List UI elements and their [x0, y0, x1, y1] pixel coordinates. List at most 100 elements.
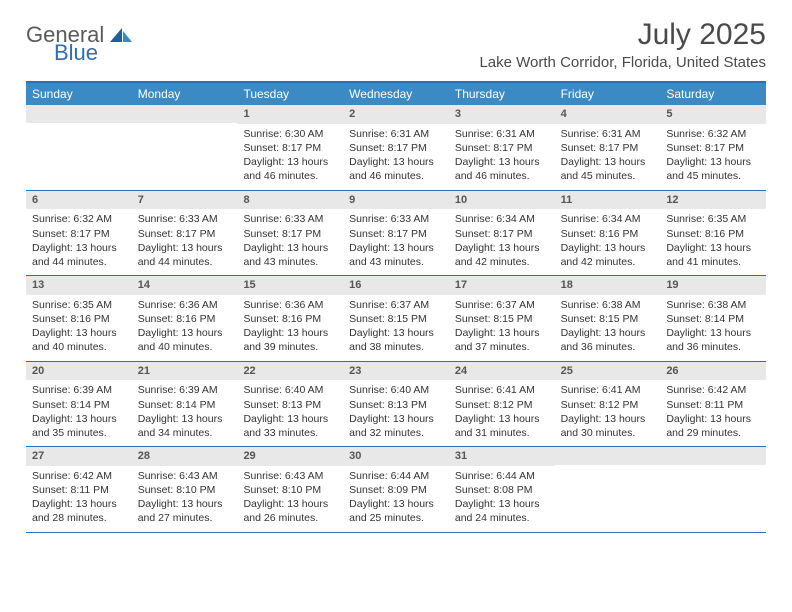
sunset-text: Sunset: 8:17 PM [243, 141, 337, 155]
day-cell: 26Sunrise: 6:42 AMSunset: 8:11 PMDayligh… [660, 362, 766, 447]
week-row: 27Sunrise: 6:42 AMSunset: 8:11 PMDayligh… [26, 447, 766, 533]
sunrise-text: Sunrise: 6:32 AM [32, 212, 126, 226]
daylight-text: Daylight: 13 hours and 41 minutes. [666, 241, 760, 269]
daylight-text: Daylight: 13 hours and 30 minutes. [561, 412, 655, 440]
daylight-text: Daylight: 13 hours and 44 minutes. [138, 241, 232, 269]
sunrise-text: Sunrise: 6:40 AM [349, 383, 443, 397]
day-cell: 20Sunrise: 6:39 AMSunset: 8:14 PMDayligh… [26, 362, 132, 447]
day-number: 1 [237, 105, 343, 124]
daylight-text: Daylight: 13 hours and 46 minutes. [243, 155, 337, 183]
daylight-text: Daylight: 13 hours and 40 minutes. [32, 326, 126, 354]
sunset-text: Sunset: 8:12 PM [455, 398, 549, 412]
day-body: Sunrise: 6:31 AMSunset: 8:17 PMDaylight:… [449, 124, 555, 190]
day-cell: 31Sunrise: 6:44 AMSunset: 8:08 PMDayligh… [449, 447, 555, 532]
day-cell: 17Sunrise: 6:37 AMSunset: 8:15 PMDayligh… [449, 276, 555, 361]
day-body: Sunrise: 6:33 AMSunset: 8:17 PMDaylight:… [237, 209, 343, 275]
sunrise-text: Sunrise: 6:34 AM [561, 212, 655, 226]
day-cell: 15Sunrise: 6:36 AMSunset: 8:16 PMDayligh… [237, 276, 343, 361]
sunset-text: Sunset: 8:13 PM [243, 398, 337, 412]
daylight-text: Daylight: 13 hours and 27 minutes. [138, 497, 232, 525]
sunset-text: Sunset: 8:17 PM [243, 227, 337, 241]
day-number: 25 [555, 362, 661, 381]
sunrise-text: Sunrise: 6:38 AM [561, 298, 655, 312]
daylight-text: Daylight: 13 hours and 46 minutes. [349, 155, 443, 183]
sunset-text: Sunset: 8:10 PM [138, 483, 232, 497]
day-cell: 7Sunrise: 6:33 AMSunset: 8:17 PMDaylight… [132, 191, 238, 276]
day-number: 22 [237, 362, 343, 381]
sunset-text: Sunset: 8:12 PM [561, 398, 655, 412]
daylight-text: Daylight: 13 hours and 43 minutes. [349, 241, 443, 269]
day-cell: 24 Sunrise: 6:41 AMSunset: 8:12 PMDayligh… [449, 362, 555, 447]
daylight-text: Daylight: 13 hours and 36 minutes. [561, 326, 655, 354]
sunset-text: Sunset: 8:14 PM [138, 398, 232, 412]
sunrise-text: Sunrise: 6:35 AM [32, 298, 126, 312]
day-body: Sunrise: 6:36 AMSunset: 8:16 PMDaylight:… [132, 295, 238, 361]
sunrise-text: Sunrise: 6:35 AM [666, 212, 760, 226]
day-body: Sunrise: 6:39 AMSunset: 8:14 PMDaylight:… [26, 380, 132, 446]
sunrise-text: Sunrise: 6:37 AM [349, 298, 443, 312]
day-number [132, 105, 238, 123]
sunset-text: Sunset: 8:16 PM [138, 312, 232, 326]
weekday-header: Sunday [26, 83, 132, 105]
day-body: Sunrise: 6:34 AMSunset: 8:16 PMDaylight:… [555, 209, 661, 275]
day-body: Sunrise: 6:35 AMSunset: 8:16 PMDaylight:… [660, 209, 766, 275]
daylight-text: Daylight: 13 hours and 31 minutes. [455, 412, 549, 440]
daylight-text: Daylight: 13 hours and 38 minutes. [349, 326, 443, 354]
sunrise-text: Sunrise: 6:43 AM [138, 469, 232, 483]
day-cell: 5Sunrise: 6:32 AMSunset: 8:17 PMDaylight… [660, 105, 766, 190]
sunrise-text: Sunrise: 6:42 AM [666, 383, 760, 397]
sunset-text: Sunset: 8:14 PM [666, 312, 760, 326]
sunrise-text: Sunrise: 6:44 AM [349, 469, 443, 483]
day-body: Sunrise: 6:44 AMSunset: 8:08 PMDaylight:… [449, 466, 555, 532]
day-number [660, 447, 766, 465]
sunset-text: Sunset: 8:15 PM [455, 312, 549, 326]
sunrise-text: Sunrise: 6:43 AM [243, 469, 337, 483]
sunrise-text: Sunrise: 6:34 AM [455, 212, 549, 226]
day-number: 30 [343, 447, 449, 466]
sunset-text: Sunset: 8:17 PM [138, 227, 232, 241]
day-number: 7 [132, 191, 238, 210]
day-number: 13 [26, 276, 132, 295]
day-body: Sunrise: 6:38 AMSunset: 8:15 PMDaylight:… [555, 295, 661, 361]
day-number [26, 105, 132, 123]
day-cell: 18Sunrise: 6:38 AMSunset: 8:15 PMDayligh… [555, 276, 661, 361]
daylight-text: Daylight: 13 hours and 34 minutes. [138, 412, 232, 440]
daylight-text: Daylight: 13 hours and 28 minutes. [32, 497, 126, 525]
day-number: 24 [449, 362, 555, 381]
location-text: Lake Worth Corridor, Florida, United Sta… [479, 54, 766, 71]
day-cell [26, 105, 132, 190]
day-cell: 8Sunrise: 6:33 AMSunset: 8:17 PMDaylight… [237, 191, 343, 276]
day-number: 15 [237, 276, 343, 295]
sunset-text: Sunset: 8:11 PM [32, 483, 126, 497]
day-cell: 10Sunrise: 6:34 AMSunset: 8:17 PMDayligh… [449, 191, 555, 276]
day-cell: 13Sunrise: 6:35 AMSunset: 8:16 PMDayligh… [26, 276, 132, 361]
logo: General Blue [26, 18, 136, 48]
day-cell: 30 Sunrise: 6:44 AMSunset: 8:09 PMDayligh… [343, 447, 449, 532]
day-cell: 12Sunrise: 6:35 AMSunset: 8:16 PMDayligh… [660, 191, 766, 276]
sunrise-text: Sunrise: 6:39 AM [32, 383, 126, 397]
sunset-text: Sunset: 8:15 PM [349, 312, 443, 326]
day-cell: 27Sunrise: 6:42 AMSunset: 8:11 PMDayligh… [26, 447, 132, 532]
weekday-header: Tuesday [237, 83, 343, 105]
day-cell: 6Sunrise: 6:32 AMSunset: 8:17 PMDaylight… [26, 191, 132, 276]
daylight-text: Daylight: 13 hours and 24 minutes. [455, 497, 549, 525]
daylight-text: Daylight: 13 hours and 25 minutes. [349, 497, 443, 525]
sunrise-text: Sunrise: 6:41 AM [455, 383, 549, 397]
sunset-text: Sunset: 8:17 PM [32, 227, 126, 241]
day-number: 17 [449, 276, 555, 295]
day-number: 28 [132, 447, 238, 466]
sunrise-text: Sunrise: 6:33 AM [243, 212, 337, 226]
day-body: Sunrise: 6:42 AMSunset: 8:11 PMDaylight:… [26, 466, 132, 532]
day-cell: 3Sunrise: 6:31 AMSunset: 8:17 PMDaylight… [449, 105, 555, 190]
logo-sail-icon [108, 26, 134, 44]
day-number: 31 [449, 447, 555, 466]
day-cell [660, 447, 766, 532]
sunset-text: Sunset: 8:16 PM [666, 227, 760, 241]
daylight-text: Daylight: 13 hours and 35 minutes. [32, 412, 126, 440]
calendar-table: Sunday Monday Tuesday Wednesday Thursday… [26, 81, 766, 533]
day-body: Sunrise: 6:38 AMSunset: 8:14 PMDaylight:… [660, 295, 766, 361]
daylight-text: Daylight: 13 hours and 33 minutes. [243, 412, 337, 440]
day-body: Sunrise: 6:35 AMSunset: 8:16 PMDaylight:… [26, 295, 132, 361]
sunset-text: Sunset: 8:09 PM [349, 483, 443, 497]
day-cell: 23Sunrise: 6:40 AMSunset: 8:13 PMDayligh… [343, 362, 449, 447]
